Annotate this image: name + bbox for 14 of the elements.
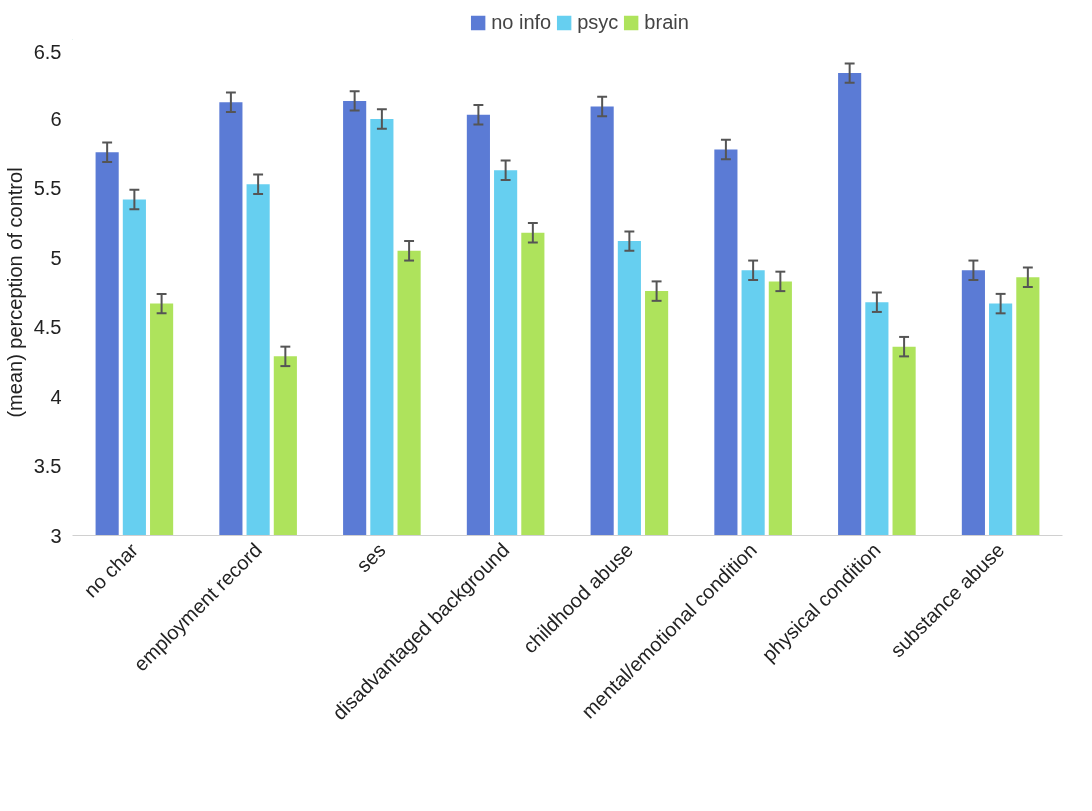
y-tick-label: 4.5 [33, 316, 62, 339]
legend-label: brain [644, 10, 689, 34]
y-axis-title: (mean) perception of control [3, 167, 26, 418]
y-tick-label: 3 [50, 524, 62, 547]
x-tick-label: ses [352, 538, 390, 577]
y-tick-label: 5.5 [33, 177, 62, 200]
y-tick-label: 3.5 [33, 455, 62, 478]
legend-label: no info [491, 10, 552, 34]
x-tick-label: no char [79, 538, 143, 602]
y-tick-label: 4 [50, 385, 62, 408]
y-tick-label: 6 [50, 107, 62, 130]
y-tick-label: 5 [50, 246, 62, 269]
y-tick-label: 6.5 [33, 40, 62, 63]
legend-label: psyc [577, 10, 619, 34]
